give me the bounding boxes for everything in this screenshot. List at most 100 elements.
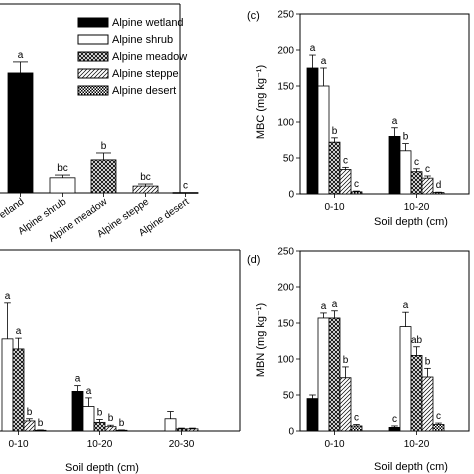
panel-c-ytick-label-50: 50 <box>283 154 295 165</box>
panel-d-ytick-label-250: 250 <box>277 247 294 258</box>
panel-c-10-20-desert-letter: d <box>436 180 442 191</box>
panel-a-meadow-bar <box>90 159 117 194</box>
panel-d-10-20-steppe-letter: b <box>425 356 431 367</box>
panel-c-0-10-steppe-bar <box>339 169 352 195</box>
panel-d-0-10-steppe-letter: b <box>343 355 349 366</box>
panel-b-0-10-steppe-letter: b <box>27 407 33 418</box>
panel-b-0-10-shrub-letter: a <box>5 291 11 302</box>
panel-d-xtick-label-10-20: 10-20 <box>404 439 430 450</box>
panel-b-0-10-meadow-bar <box>12 348 25 432</box>
legend-swatch-desert <box>77 85 109 96</box>
panel-c-10-20-steppe-bar <box>421 177 434 195</box>
panel-b-10-20-shrub-letter: a <box>86 386 92 397</box>
panel-c-10-20-steppe-letter: c <box>425 164 430 175</box>
panel-b-10-20-wetland-letter: a <box>75 374 81 385</box>
panel-d-ytick-label-200: 200 <box>277 283 294 294</box>
panel-c-label: (c) <box>247 10 260 22</box>
panel-d-0-10-shrub-bar <box>317 317 330 432</box>
panel-b-xtick-label-0-10: 0-10 <box>8 439 28 450</box>
panel-c: (c) MBC (mg kg⁻¹) 050100150200250aabcc0-… <box>247 10 470 228</box>
panel-a-shrub-letter: bc <box>57 163 68 174</box>
panel-d-0-10-wetland-bar <box>306 398 319 432</box>
panel-c-0-10-meadow-letter: b <box>332 126 338 137</box>
panel-b-0-10-desert-letter: b <box>38 418 44 429</box>
panel-c-ytick-label-200: 200 <box>277 46 294 57</box>
panel-a-steppe-letter: bc <box>140 172 151 183</box>
panel-c-0-10-steppe-letter: c <box>343 155 348 166</box>
panel-b-10-20-wetland-bar <box>71 390 84 432</box>
panel-d-10-20-desert-bar <box>432 424 445 432</box>
panel-b-10-20-steppe-bar <box>104 426 117 432</box>
panel-a-desert-letter: c <box>183 181 188 192</box>
panel-d-frame <box>299 250 470 432</box>
panel-c-ytick-label-150: 150 <box>277 82 294 93</box>
panel-c-ylabel: MBC (mg kg⁻¹) <box>255 65 267 139</box>
panel-c-0-10-desert-bar <box>350 191 363 195</box>
panel-d-ytick-label-50: 50 <box>283 391 295 402</box>
panel-b-0-10-shrub-bar <box>1 338 14 432</box>
panel-d-10-20-meadow-letter: ab <box>411 335 423 346</box>
legend-label-shrub: Alpine shrub <box>112 34 173 46</box>
panel-b-20-30-shrub-bar <box>164 418 177 432</box>
panel-b-20-30-steppe-bar <box>186 428 199 432</box>
legend-swatch-wetland <box>77 17 109 28</box>
panel-c-0-10-wetland-letter: a <box>310 43 316 54</box>
panel-b-10-20-steppe-letter: b <box>108 413 114 424</box>
panel-c-10-20-desert-bar <box>432 192 445 195</box>
panel-d-10-20-wetland-letter: c <box>392 414 397 425</box>
panel-d-ytick-label-0: 0 <box>288 427 294 438</box>
panel-c-0-10-shrub-bar <box>317 85 330 195</box>
panel-b-0-10-steppe-bar <box>23 420 36 432</box>
legend-label-meadow: Alpine meadow <box>112 51 187 63</box>
panel-c-xtick-label-10-20: 10-20 <box>404 202 430 213</box>
panel-b-xtick-label-20-30: 20-30 <box>169 439 195 450</box>
panel-c-0-10-meadow-bar <box>328 141 341 195</box>
panel-c-0-10-desert-letter: c <box>354 179 359 190</box>
panel-b-10-20-shrub-bar <box>82 406 95 432</box>
panel-b-10-20-meadow-letter: b <box>97 407 103 418</box>
panel-d-10-20-wetland-bar <box>388 426 401 432</box>
panel-c-ytick-label-250: 250 <box>277 10 294 21</box>
panel-d-ytick-label-100: 100 <box>277 355 294 366</box>
panel-c-0-10-shrub-letter: a <box>321 56 327 67</box>
panel-c-10-20-meadow-bar <box>410 171 423 195</box>
panel-b-20-30-meadow-bar <box>175 428 188 432</box>
panel-d-10-20-shrub-bar <box>399 326 412 432</box>
panel-d-0-10-desert-letter: c <box>354 413 359 424</box>
panel-d-10-20-steppe-bar <box>421 376 434 432</box>
panel-b-10-20-desert-bar <box>115 429 128 432</box>
panel-d-ytick-label-150: 150 <box>277 319 294 330</box>
panel-c-frame <box>299 13 470 195</box>
panel-c-ytick-label-100: 100 <box>277 118 294 129</box>
panel-d-label: (d) <box>247 254 260 266</box>
panel-d-xtick-label-0-10: 0-10 <box>324 439 344 450</box>
legend-swatch-shrub <box>77 34 109 45</box>
panel-a-tick-label-wetland: etland <box>0 196 26 221</box>
legend-swatch-meadow <box>77 51 109 62</box>
panel-d-10-20-shrub-letter: a <box>403 300 409 311</box>
panel-d-0-10-steppe-bar <box>339 377 352 432</box>
panel-d-xlabel: Soil depth (cm) <box>374 461 448 473</box>
panel-c-10-20-meadow-letter: c <box>414 157 419 168</box>
panel-d-10-20-desert-letter: c <box>436 411 441 422</box>
panel-c-10-20-shrub-bar <box>399 150 412 195</box>
panel-a-meadow-letter: b <box>101 141 107 152</box>
panel-c-10-20-wetland-letter: a <box>392 116 398 127</box>
panel-c-10-20-shrub-letter: b <box>403 132 409 143</box>
legend-label-steppe: Alpine steppe <box>112 68 179 80</box>
panel-b-xtick-label-10-20: 10-20 <box>87 439 113 450</box>
panel-b-0-10-meadow-letter: a <box>16 326 22 337</box>
panel-d-0-10-desert-bar <box>350 425 363 432</box>
panel-b-0-10-desert-bar <box>34 429 47 432</box>
panel-c-xtick-label-0-10: 0-10 <box>324 202 344 213</box>
panel-d-10-20-meadow-bar <box>410 354 423 432</box>
panel-b-10-20-desert-letter: b <box>119 418 125 429</box>
panel-a-wetland-letter: a <box>18 50 24 61</box>
panel-c-xlabel: Soil depth (cm) <box>374 216 448 228</box>
panel-c-10-20-wetland-bar <box>388 135 401 195</box>
